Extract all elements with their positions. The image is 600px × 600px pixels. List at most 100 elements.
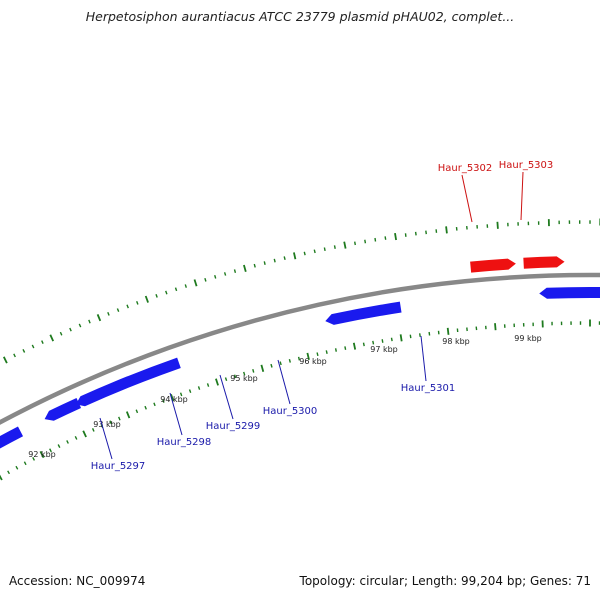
leader-line-haur-5298 [169, 392, 183, 436]
outer-minor-tick [333, 245, 336, 249]
inner-minor-tick [49, 448, 52, 453]
gene-arrow-haur-5300[interactable] [75, 357, 181, 407]
inner-minor-tick [390, 337, 393, 342]
outer-major-tick [343, 241, 347, 249]
leader-line-haur-5300 [277, 359, 291, 405]
gene-label-haur-5297[interactable]: Haur_5297 [91, 461, 146, 472]
inner-minor-tick [233, 374, 237, 379]
outer-minor-tick [374, 237, 377, 242]
scale-label: 98 kbp [442, 337, 470, 346]
scale-label: 99 kbp [514, 334, 542, 343]
outer-minor-tick [184, 284, 187, 288]
outer-minor-tick [384, 236, 387, 240]
outer-minor-tick [223, 272, 227, 276]
gene-arrow-haur-5303[interactable] [523, 256, 565, 269]
outer-minor-tick [126, 304, 129, 309]
gene-label-haur-5302[interactable]: Haur_5302 [438, 163, 493, 174]
scale-label: 94 kbp [160, 395, 188, 404]
outer-major-tick [49, 334, 55, 342]
inner-minor-tick [372, 340, 375, 345]
inner-major-tick [352, 342, 357, 350]
outer-minor-tick [283, 256, 286, 260]
outer-major-tick [293, 252, 297, 260]
inner-minor-tick [153, 402, 156, 407]
outer-major-tick [144, 295, 149, 303]
inner-major-tick [306, 352, 310, 361]
outer-minor-tick [354, 241, 356, 246]
inner-minor-tick [179, 392, 183, 397]
inner-minor-tick [428, 331, 431, 336]
outer-minor-tick [425, 230, 427, 235]
gene-arrow-haur-5299[interactable] [44, 398, 82, 421]
gene-arrow-haur-5301[interactable] [325, 301, 402, 325]
outer-minor-tick [253, 263, 256, 268]
scale-label: 93 kbp [93, 420, 121, 429]
inner-tick-ring [0, 319, 600, 481]
outer-major-tick [394, 232, 397, 241]
accession-text: Accession: NC_009974 [9, 574, 146, 588]
map-title: Herpetosiphon aurantiacus ATCC 23779 pla… [85, 9, 515, 24]
gene-arrow-haur-5298[interactable] [0, 426, 24, 453]
gene-label-haur-5298[interactable]: Haur_5298 [157, 437, 212, 448]
gene-label-haur-5300[interactable]: Haur_5300 [263, 406, 318, 417]
inner-minor-tick [144, 405, 147, 410]
outer-minor-tick [263, 261, 266, 265]
inner-major-tick [260, 364, 265, 372]
gene-arrow-reverse-partial[interactable] [539, 287, 600, 299]
inner-major-tick [446, 327, 450, 335]
inner-minor-tick [135, 409, 139, 414]
inner-minor-tick [162, 399, 165, 403]
scale-label: 96 kbp [299, 357, 327, 366]
inner-minor-tick [109, 420, 112, 425]
topology-summary: Topology: circular; Length: 99,204 bp; G… [299, 574, 591, 588]
scale-label: 97 kbp [370, 345, 398, 354]
gene-arrow-haur-5302[interactable] [470, 258, 516, 273]
outer-minor-tick [116, 308, 120, 312]
outer-major-tick [496, 221, 499, 229]
outer-tick-ring [2, 218, 600, 364]
inner-minor-tick [381, 339, 384, 343]
inner-minor-tick [270, 363, 273, 368]
inner-minor-tick [419, 333, 421, 337]
inner-minor-tick [316, 352, 319, 357]
inner-minor-tick [334, 348, 337, 352]
outer-minor-tick [59, 331, 63, 336]
gene-label-haur-5299[interactable]: Haur_5299 [206, 421, 261, 432]
outer-minor-tick [233, 269, 237, 273]
outer-minor-tick [313, 249, 316, 254]
inner-minor-tick [362, 342, 365, 347]
gene-features [0, 256, 600, 453]
inner-minor-tick [7, 470, 11, 475]
leader-line-haur-5297 [99, 417, 113, 460]
inner-minor-tick [279, 361, 282, 366]
inner-minor-tick [197, 386, 201, 390]
outer-minor-tick [174, 287, 178, 292]
inner-minor-tick [224, 377, 228, 382]
leader-line-haur-5302 [461, 174, 473, 223]
inner-minor-tick [15, 465, 19, 470]
plasmid-backbone [0, 272, 600, 425]
outer-minor-tick [41, 340, 44, 344]
leader-line-haur-5303 [520, 171, 524, 221]
inner-major-tick [494, 323, 497, 331]
outer-major-tick [96, 314, 102, 322]
inner-major-tick [39, 450, 45, 459]
gene-label-haur-5301[interactable]: Haur_5301 [401, 383, 456, 394]
scale-label: 92 kbp [28, 450, 56, 459]
outer-minor-tick [31, 344, 35, 349]
outer-minor-tick [273, 258, 276, 263]
inner-minor-tick [243, 371, 246, 376]
inner-minor-tick [252, 369, 255, 373]
outer-minor-tick [303, 251, 306, 256]
outer-minor-tick [136, 300, 139, 305]
inner-minor-tick [325, 350, 328, 354]
gene-label-haur-5303[interactable]: Haur_5303 [499, 160, 554, 171]
scale-labels: 92 kbp 93 kbp 94 kbp 95 kbp 96 kbp 97 kbp 98 k… [28, 334, 542, 459]
outer-major-tick [445, 226, 448, 234]
outer-minor-tick [69, 327, 72, 332]
outer-minor-tick [107, 311, 110, 316]
inner-minor-tick [23, 461, 27, 466]
inner-major-tick [125, 411, 131, 419]
inner-minor-tick [188, 389, 192, 394]
